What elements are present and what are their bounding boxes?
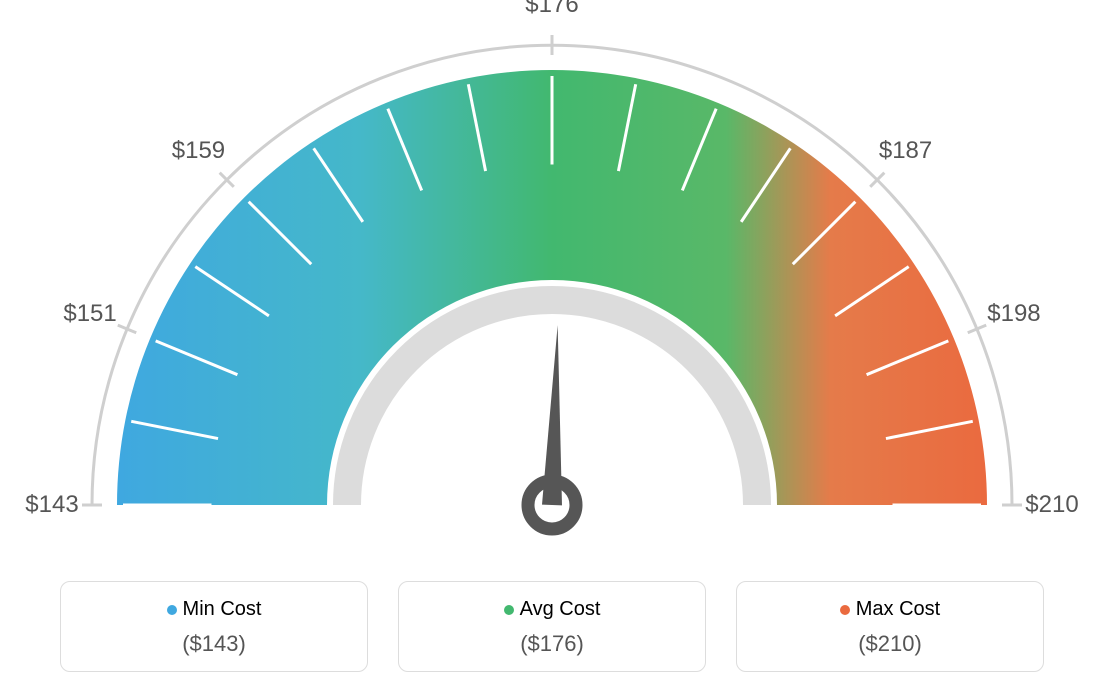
gauge-chart: $143 $151 $159 $176 $187 $198 $210: [0, 0, 1104, 560]
gauge-tick-label: $198: [987, 300, 1040, 328]
legend-card-min: Min Cost ($143): [60, 581, 368, 672]
legend-title-avg: Avg Cost: [409, 598, 695, 621]
gauge-tick-label: $176: [525, 0, 578, 19]
gauge-svg: [0, 0, 1104, 560]
legend-dot-max: [840, 605, 850, 615]
legend-value-max: ($210): [747, 631, 1033, 657]
legend-label-min: Min Cost: [183, 598, 262, 620]
legend-title-max: Max Cost: [747, 598, 1033, 621]
legend-row: Min Cost ($143) Avg Cost ($176) Max Cost…: [60, 581, 1044, 672]
legend-value-min: ($143): [71, 631, 357, 657]
legend-dot-min: [167, 605, 177, 615]
legend-dot-avg: [504, 605, 514, 615]
legend-label-avg: Avg Cost: [520, 598, 601, 620]
legend-card-avg: Avg Cost ($176): [398, 581, 706, 672]
legend-title-min: Min Cost: [71, 598, 357, 621]
legend-label-max: Max Cost: [856, 598, 940, 620]
gauge-tick-label: $151: [63, 300, 116, 328]
legend-card-max: Max Cost ($210): [736, 581, 1044, 672]
gauge-tick-label: $210: [1025, 491, 1078, 519]
gauge-tick-label: $159: [172, 137, 225, 165]
legend-value-avg: ($176): [409, 631, 695, 657]
gauge-tick-label: $187: [879, 137, 932, 165]
gauge-tick-label: $143: [25, 491, 78, 519]
